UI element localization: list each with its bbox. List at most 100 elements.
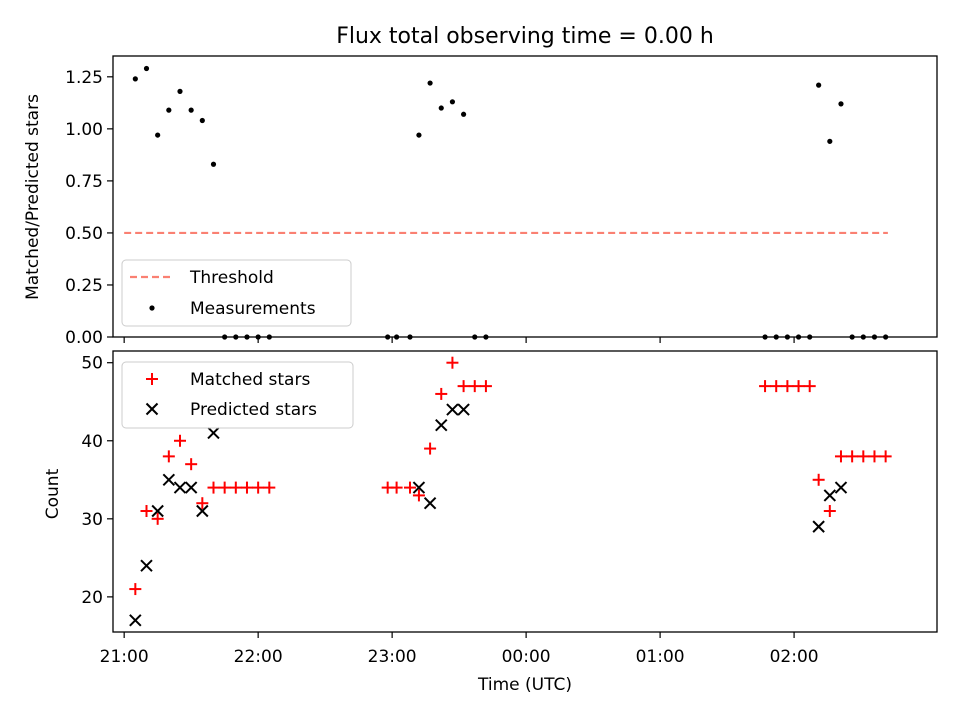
measurement-point (199, 117, 205, 124)
bottom-y-tick-label: 50 (81, 354, 103, 374)
matched-star-point (207, 481, 220, 494)
matched-star-point (770, 380, 783, 393)
top-legend-box (121, 259, 352, 327)
measurement-point (188, 107, 194, 113)
x-axis-label: Time (UTC) (477, 675, 572, 695)
matched-star-point (759, 380, 772, 393)
matched-star-point (424, 442, 437, 455)
matched-star-point (173, 434, 186, 447)
matched-star-point (162, 450, 175, 463)
predicted-stars-marker (145, 402, 159, 416)
matched-star-point (457, 380, 470, 393)
measurement-point (816, 82, 822, 88)
matched-star-point (857, 450, 870, 463)
top-y-axis: 0.00 0.25 0.50 0.75 1.00 1.25 (65, 68, 113, 348)
matched-star-point (390, 481, 403, 494)
top-y-tick-label: 0.50 (65, 224, 103, 244)
matched-star-point (834, 450, 847, 463)
bottom-legend: Matched stars Predicted stars (121, 361, 354, 429)
predicted-star-point (196, 504, 209, 518)
measurement-point (177, 88, 183, 94)
predicted-star-point (173, 481, 187, 494)
matched-stars-marker (146, 373, 158, 385)
top-y-tick-label: 0.00 (65, 328, 103, 348)
matched-star-point (196, 497, 209, 510)
predicted-star-point (812, 520, 825, 533)
measurement-point (132, 76, 138, 82)
predicted-star-point (457, 403, 470, 416)
top-axes-frame (112, 55, 938, 338)
bottom-y-tick-label: 20 (81, 588, 103, 608)
predicted-star-point (446, 403, 459, 416)
chart-title: Flux total observing time = 0.00 h (336, 24, 714, 49)
x-tick-label: 23:00 (368, 647, 417, 667)
threshold-legend-label: Threshold (189, 268, 274, 288)
x-tick-label: 01:00 (636, 647, 685, 667)
matched-star-point (879, 450, 892, 463)
x-tick-label: 02:00 (770, 647, 819, 667)
matched-star-point (479, 380, 492, 393)
matched-star-point (468, 380, 481, 393)
predicted-star-point (184, 481, 198, 494)
matched-stars-legend-swatch (146, 373, 158, 385)
predicted-star-point (834, 481, 848, 494)
predicted-stars-legend-label: Predicted stars (190, 400, 317, 420)
matched-star-point (846, 450, 859, 463)
measurement-point (416, 132, 422, 138)
top-y-axis-label: Matched/Predicted stars (23, 94, 43, 300)
predicted-star-point (823, 489, 837, 502)
matched-star-point (823, 505, 836, 518)
measurement-point (210, 161, 217, 167)
bottom-y-tick-label: 40 (81, 432, 103, 452)
measurements-legend-swatch (149, 305, 155, 311)
bottom-y-axis: 20 30 40 50 (81, 354, 113, 608)
predicted-star-point (423, 497, 437, 510)
measurement-point (438, 105, 444, 111)
matched-star-point (185, 458, 198, 471)
matched-star-point (129, 583, 142, 596)
bottom-y-tick-label: 30 (81, 510, 103, 530)
bottom-legend-box (121, 361, 354, 429)
matched-star-point (792, 380, 805, 393)
predicted-star-point (435, 418, 448, 432)
x-tick-label: 22:00 (234, 647, 283, 667)
predicted-star-point (151, 504, 164, 518)
matched-star-point (412, 489, 425, 502)
matched-star-point (218, 481, 231, 494)
x-tick-label: 21:00 (100, 647, 149, 667)
predicted-star-point (129, 614, 142, 627)
matched-star-point (803, 380, 816, 393)
predicted-star-point (207, 426, 220, 440)
top-y-tick-label: 0.25 (65, 276, 103, 296)
x-tick-label: 00:00 (502, 647, 551, 667)
measurements-legend-label: Measurements (190, 299, 316, 319)
matched-star-point (252, 481, 265, 494)
top-y-tick-label: 1.00 (65, 120, 103, 140)
bottom-plot-area (129, 356, 892, 627)
measurement-point (155, 132, 161, 138)
bottom-x-axis: 21:00 22:00 23:00 00:00 01:00 02:00 (100, 632, 819, 667)
top-legend: Threshold Measurements (121, 259, 352, 327)
bottom-axes-frame (112, 350, 938, 633)
matched-star-point (263, 481, 276, 494)
matched-star-point (229, 481, 242, 494)
matched-star-point (435, 387, 448, 400)
measurement-point (427, 80, 433, 86)
predicted-star-point (140, 559, 153, 572)
measurement-point (838, 101, 844, 107)
bottom-y-axis-label: Count (43, 468, 63, 519)
predicted-stars-legend-swatch (145, 402, 159, 416)
matched-star-point (140, 505, 153, 518)
measurement-point (166, 107, 172, 113)
matched-star-point (240, 481, 253, 494)
matched-star-point (781, 380, 794, 393)
top-panel: 0.00 0.25 0.50 0.75 1.00 1.25 Matched/Predict… (23, 55, 938, 348)
top-y-tick-label: 0.75 (65, 172, 103, 192)
measurement-point (449, 99, 456, 105)
measurement-point (460, 111, 467, 117)
matched-star-point (151, 512, 164, 525)
matched-star-point (868, 450, 881, 463)
predicted-star-point (162, 473, 176, 486)
